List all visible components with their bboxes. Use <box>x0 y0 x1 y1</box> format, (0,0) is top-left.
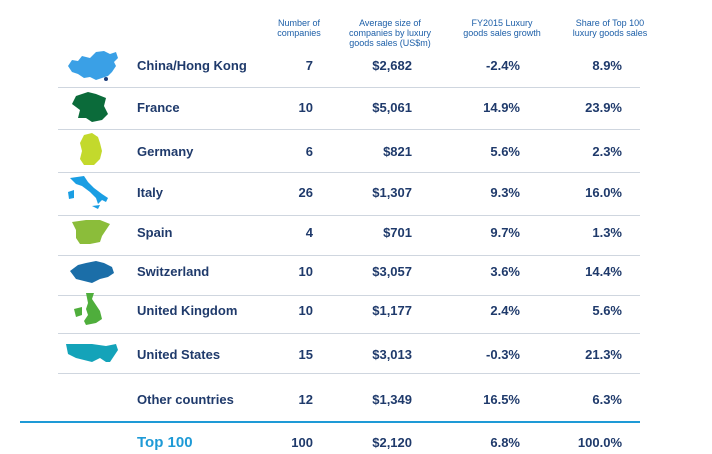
table-row-total: Top 100 100 $2,120 6.8% 100.0% <box>58 424 640 452</box>
row-divider <box>58 215 640 216</box>
sales-growth: -0.3% <box>486 347 520 362</box>
table-row-switzerland: Switzerland 10 $3,057 3.6% 14.4% <box>58 252 640 296</box>
header-sales-growth: FY2015 Luxury goods sales growth <box>452 18 552 38</box>
average-size: $1,177 <box>372 303 412 318</box>
average-size: $3,013 <box>372 347 412 362</box>
sales-growth: 9.7% <box>490 225 520 240</box>
table-row-united-states: United States 15 $3,013 -0.3% 21.3% <box>58 330 640 374</box>
total-average-size: $2,120 <box>372 435 412 450</box>
sales-share: 14.4% <box>585 264 622 279</box>
table-row-france: France 10 $5,061 14.9% 23.9% <box>58 86 640 130</box>
sales-share: 5.6% <box>592 303 622 318</box>
company-count: 7 <box>305 58 313 73</box>
total-company-count: 100 <box>291 435 313 450</box>
company-count: 26 <box>298 185 313 200</box>
header-line: companies <box>277 28 321 38</box>
header-line: Number of <box>277 18 321 28</box>
germany-map-icon <box>62 131 122 169</box>
average-size: $701 <box>383 225 412 240</box>
sales-growth: 9.3% <box>490 185 520 200</box>
uk-map-icon <box>62 291 122 329</box>
average-size: $1,307 <box>372 185 412 200</box>
total-sales-growth: 6.8% <box>490 435 520 450</box>
china-map-icon <box>62 46 122 84</box>
company-count: 4 <box>305 225 313 240</box>
header-line: companies by luxury <box>348 28 432 38</box>
row-divider <box>58 87 640 88</box>
header-average-size: Average size of companies by luxury good… <box>335 18 445 48</box>
average-size: $2,682 <box>372 58 412 73</box>
company-count: 10 <box>298 264 313 279</box>
average-size: $5,061 <box>372 100 412 115</box>
average-size: $3,057 <box>372 264 412 279</box>
country-name: United Kingdom <box>137 303 238 318</box>
country-name: Germany <box>137 144 194 159</box>
company-count: 6 <box>305 144 313 159</box>
average-size: $821 <box>383 144 412 159</box>
header-line: Average size of <box>359 18 421 28</box>
table-row-other-countries: Other countries 12 $1,349 16.5% 6.3% <box>58 374 640 420</box>
table-row-china-hong-kong: China/Hong Kong 7 $2,682 -2.4% 8.9% <box>58 44 640 88</box>
sales-share: 21.3% <box>585 347 622 362</box>
row-divider <box>58 255 640 256</box>
average-size: $1,349 <box>372 392 412 407</box>
country-name: Spain <box>137 225 173 240</box>
total-divider <box>20 421 640 423</box>
row-divider <box>58 373 640 374</box>
header-line: goods sales growth <box>463 28 541 38</box>
header-line: luxury goods sales <box>572 28 648 38</box>
row-divider <box>58 172 640 173</box>
sales-share: 8.9% <box>592 58 622 73</box>
italy-map-icon <box>62 172 122 210</box>
row-divider <box>58 295 640 296</box>
country-name: China/Hong Kong <box>137 58 247 73</box>
country-name: Italy <box>137 185 164 200</box>
header-line: FY2015 Luxury <box>471 18 533 28</box>
company-count: 10 <box>298 100 313 115</box>
total-sales-share: 100.0% <box>577 435 622 450</box>
sales-growth: 5.6% <box>490 144 520 159</box>
sales-share: 1.3% <box>592 225 622 240</box>
sales-share: 6.3% <box>592 392 622 407</box>
company-count: 12 <box>298 392 313 407</box>
sales-growth: -2.4% <box>486 58 520 73</box>
company-count: 15 <box>298 347 313 362</box>
france-map-icon <box>62 88 122 126</box>
row-divider <box>58 129 640 130</box>
switzerland-map-icon <box>62 253 122 291</box>
sales-share: 2.3% <box>592 144 622 159</box>
sales-growth: 16.5% <box>483 392 520 407</box>
table-row-spain: Spain 4 $701 9.7% 1.3% <box>58 212 640 256</box>
country-name: France <box>137 100 180 115</box>
sales-growth: 14.9% <box>483 100 520 115</box>
company-count: 10 <box>298 303 313 318</box>
table-row-italy: Italy 26 $1,307 9.3% 16.0% <box>58 172 640 216</box>
table-row-germany: Germany 6 $821 5.6% 2.3% <box>58 129 640 173</box>
sales-share: 16.0% <box>585 185 622 200</box>
total-label: Top 100 <box>137 434 193 451</box>
sales-growth: 3.6% <box>490 264 520 279</box>
header-number-of-companies: Number of companies <box>264 18 334 38</box>
table-row-united-kingdom: United Kingdom 10 $1,177 2.4% 5.6% <box>58 290 640 334</box>
country-name: United States <box>137 347 221 362</box>
usa-map-icon <box>62 334 122 372</box>
row-divider <box>58 333 640 334</box>
sales-growth: 2.4% <box>490 303 520 318</box>
country-name: Switzerland <box>137 264 210 279</box>
header-line: Share of Top 100 <box>575 18 645 28</box>
header-share-of-top-100: Share of Top 100 luxury goods sales <box>560 18 660 38</box>
sales-share: 23.9% <box>585 100 622 115</box>
country-name: Other countries <box>137 392 234 407</box>
header-line: goods sales (US$m) <box>349 38 431 48</box>
spain-map-icon <box>62 214 122 252</box>
